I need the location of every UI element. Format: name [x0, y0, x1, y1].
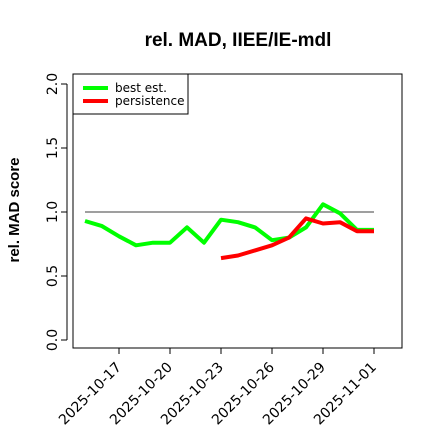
legend: best est. persistence — [72, 73, 189, 115]
y-axis-label: rel. MAD score — [6, 157, 23, 262]
y-tick-label: 0.0 — [45, 329, 61, 351]
legend-box — [72, 73, 189, 115]
y-tick-label: 1.0 — [45, 201, 61, 223]
plot-area-border — [72, 73, 403, 349]
y-tick-label: 1.5 — [45, 137, 61, 159]
chart-title: rel. MAD, IIEE/IE-mdl — [145, 30, 332, 51]
y-tick-label: 0.5 — [45, 265, 61, 287]
series-line-best-est — [84, 202, 374, 248]
series-line-persistence — [220, 216, 374, 261]
y-tick-label: 2.0 — [45, 73, 61, 95]
legend-label-persistence: persistence — [115, 94, 184, 108]
legend-label-best-est: best est. — [115, 81, 167, 95]
